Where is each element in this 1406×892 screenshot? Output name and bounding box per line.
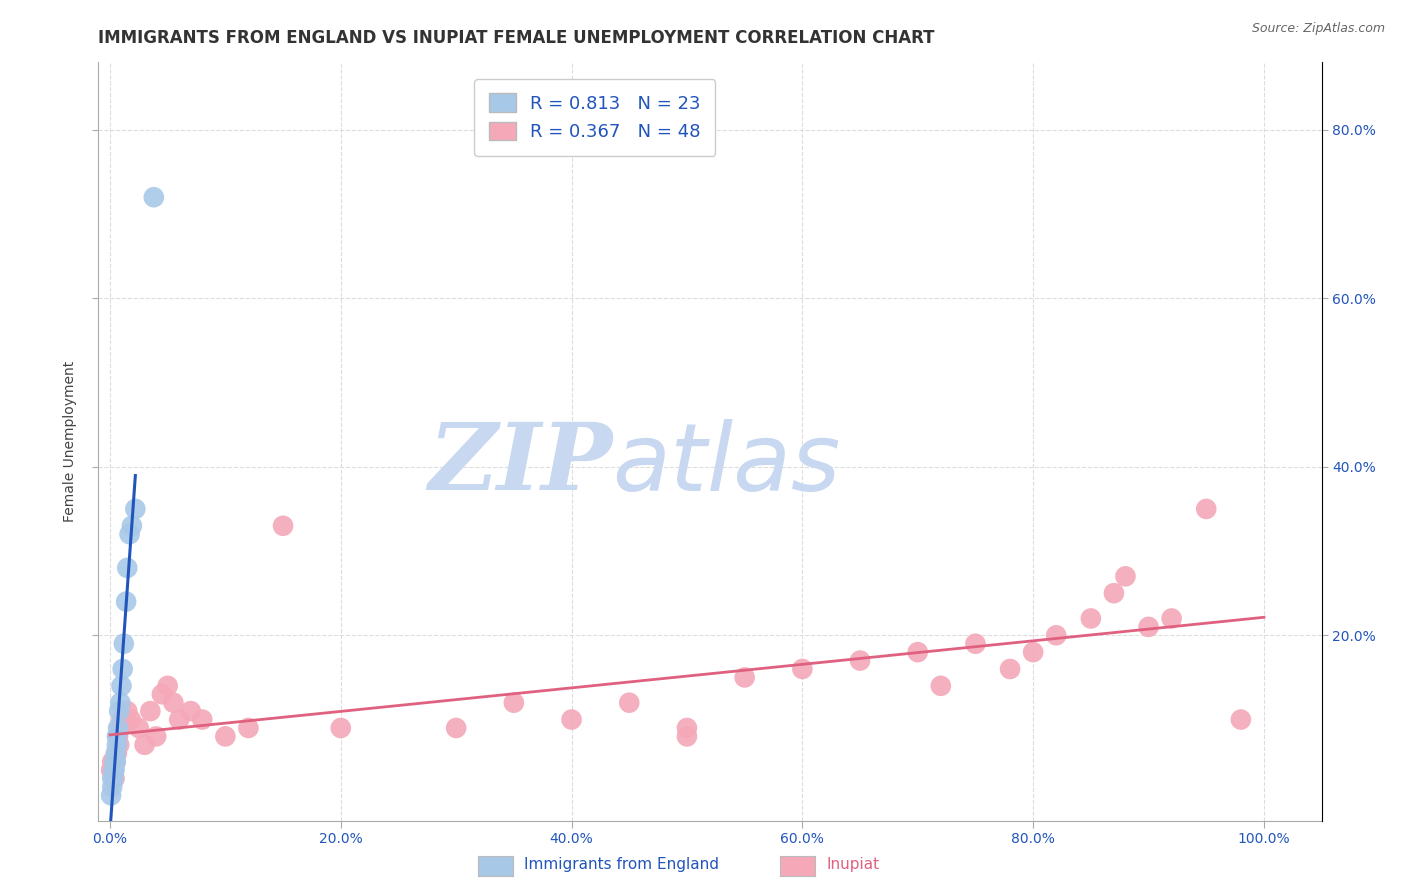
Point (1102, 586, 1125, 600)
Legend: R = 0.813   N = 23, R = 0.367   N = 48: R = 0.813 N = 23, R = 0.367 N = 48 (474, 79, 716, 156)
Point (1080, 611, 1102, 625)
Point (1137, 620, 1160, 634)
Point (1114, 569, 1136, 583)
Point (118, 527, 141, 541)
Point (167, 713, 190, 727)
Point (110, 696, 132, 710)
Point (849, 654, 872, 668)
Point (1045, 628, 1067, 642)
Point (929, 679, 952, 693)
Point (103, 755, 125, 769)
Point (101, 780, 124, 794)
Text: Immigrants from England: Immigrants from England (524, 857, 720, 871)
Point (134, 738, 156, 752)
Point (103, 772, 125, 786)
Point (1160, 611, 1182, 625)
Point (100, 763, 122, 777)
Point (110, 679, 132, 693)
Point (103, 772, 125, 786)
Point (105, 746, 128, 760)
Point (124, 502, 146, 516)
Point (139, 704, 162, 718)
Point (105, 738, 128, 752)
Point (191, 713, 214, 727)
Point (128, 721, 150, 735)
Point (619, 696, 641, 710)
Point (103, 763, 125, 777)
Point (734, 670, 756, 684)
Point (561, 713, 583, 727)
Point (1230, 713, 1253, 727)
Point (110, 713, 132, 727)
Point (104, 746, 127, 760)
Point (104, 755, 127, 769)
Point (907, 645, 929, 659)
Point (676, 721, 699, 735)
Point (162, 696, 184, 710)
Point (121, 518, 143, 533)
Point (142, 190, 165, 204)
Point (329, 721, 352, 735)
Point (111, 662, 134, 676)
Point (214, 730, 236, 744)
Point (271, 518, 294, 533)
Point (117, 704, 139, 718)
Point (103, 763, 125, 777)
Point (100, 789, 122, 803)
Point (117, 561, 139, 575)
Text: Inupiat: Inupiat (827, 857, 880, 871)
Point (107, 721, 129, 735)
Point (115, 594, 138, 608)
Text: IMMIGRANTS FROM ENGLAND VS INUPIAT FEMALE UNEMPLOYMENT CORRELATION CHART: IMMIGRANTS FROM ENGLAND VS INUPIAT FEMAL… (98, 29, 935, 47)
Text: Source: ZipAtlas.com: Source: ZipAtlas.com (1251, 22, 1385, 36)
Point (104, 755, 127, 769)
Point (238, 721, 260, 735)
Point (502, 696, 524, 710)
Point (101, 755, 124, 769)
Point (998, 662, 1021, 676)
Point (145, 730, 167, 744)
Text: atlas: atlas (612, 418, 841, 510)
Point (107, 730, 129, 744)
Point (112, 637, 135, 651)
Point (108, 704, 131, 718)
Point (1195, 502, 1218, 516)
Point (110, 721, 132, 735)
Text: ZIP: ZIP (427, 419, 612, 509)
Point (444, 721, 467, 735)
Point (965, 637, 987, 651)
Point (105, 730, 128, 744)
Point (1022, 645, 1045, 659)
Point (676, 730, 699, 744)
Point (180, 704, 202, 718)
Point (108, 738, 131, 752)
Point (156, 679, 179, 693)
Point (120, 713, 142, 727)
Y-axis label: Female Unemployment: Female Unemployment (63, 361, 77, 522)
Point (792, 662, 814, 676)
Point (101, 772, 124, 786)
Point (103, 763, 125, 777)
Point (150, 687, 173, 701)
